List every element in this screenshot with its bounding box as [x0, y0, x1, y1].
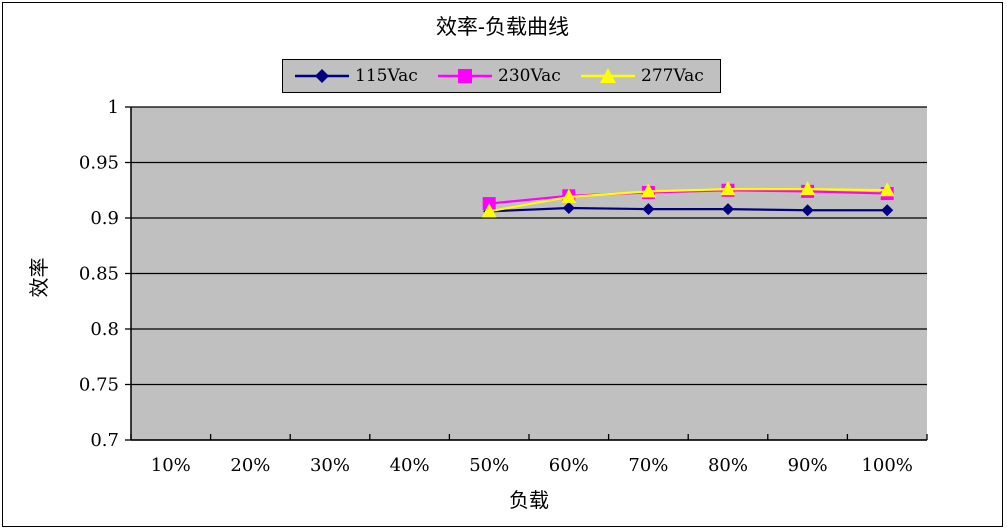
y-tick-label: 0.8: [90, 319, 119, 340]
x-tick-label: 80%: [708, 455, 748, 476]
point-115vac: [801, 204, 814, 217]
x-tick-label: 90%: [788, 455, 828, 476]
y-tick-label: 0.75: [79, 375, 119, 396]
point-115vac: [642, 203, 655, 216]
y-tick-label: 0.7: [90, 430, 119, 451]
x-tick-label: 10%: [151, 455, 191, 476]
x-tick-label: 70%: [628, 455, 668, 476]
point-277vac: [800, 181, 816, 196]
x-tick-label: 30%: [310, 455, 350, 476]
point-277vac: [879, 182, 895, 197]
legend-item-230vac: 230Vac: [436, 60, 561, 92]
y-tick-label: 1: [108, 97, 119, 118]
legend-swatch-277vac: [581, 68, 635, 83]
point-277vac: [481, 203, 497, 218]
y-tick-label: 0.9: [90, 208, 119, 229]
chart-legend: 115Vac 230Vac 277Vac: [282, 59, 721, 93]
y-axis-title: 效率: [27, 258, 51, 298]
legend-swatch-230vac: [438, 69, 492, 83]
x-tick-label: 60%: [549, 455, 589, 476]
legend-item-115vac: 115Vac: [293, 60, 418, 92]
legend-label-277vac: 277Vac: [641, 66, 704, 86]
legend-swatch-115vac: [295, 69, 349, 83]
x-tick-label: 50%: [469, 455, 509, 476]
point-277vac: [640, 183, 656, 198]
series-line-115vac: [489, 206, 888, 213]
y-tick-label: 0.95: [79, 153, 119, 174]
legend-label-230vac: 230Vac: [498, 66, 561, 86]
chart-title: 效率-负载曲线: [435, 15, 570, 39]
point-277vac: [720, 181, 736, 196]
x-tick-label: 100%: [861, 455, 912, 476]
x-axis-title: 负载: [509, 488, 549, 512]
series-line-230vac: [489, 189, 888, 205]
point-115vac: [881, 204, 894, 217]
y-tick-label: 0.85: [79, 264, 119, 285]
point-115vac: [722, 203, 734, 216]
point-277vac: [561, 188, 577, 203]
series-line-277vac: [489, 188, 888, 213]
legend-label-115vac: 115Vac: [355, 66, 418, 86]
legend-item-277vac: 277Vac: [579, 60, 704, 92]
x-tick-label: 20%: [230, 455, 270, 476]
point-115vac: [562, 202, 575, 215]
x-tick-label: 40%: [390, 455, 430, 476]
plot-area-group: 0.7 0.75 0.8 0.85 0.9 0.95 1 10% 20% 30% 40% 50% 60%…: [27, 97, 928, 512]
